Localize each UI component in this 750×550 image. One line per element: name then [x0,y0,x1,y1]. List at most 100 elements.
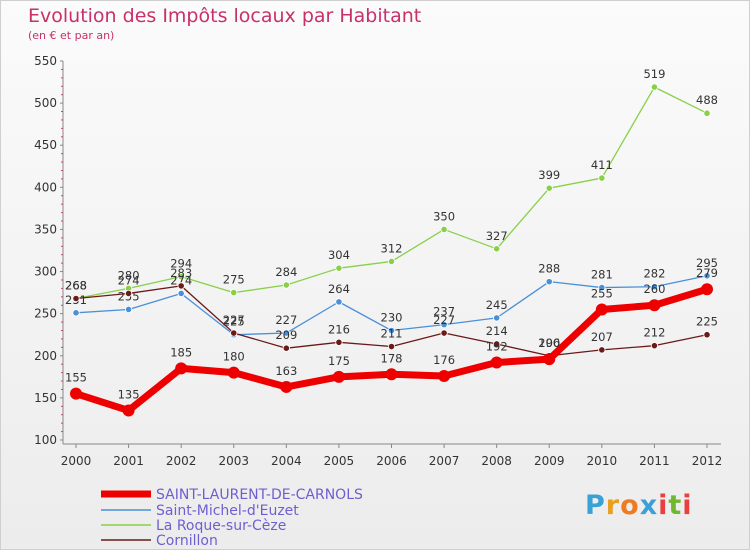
data-point [124,305,133,314]
logo-letter: x [639,490,659,521]
data-label: 279 [696,266,718,280]
logo-letter: P [585,490,606,521]
logo-letter: o [620,490,640,521]
data-label: 227 [433,313,455,327]
data-label: 488 [696,93,718,107]
data-point [332,370,345,383]
data-label: 155 [65,371,87,385]
data-label: 185 [170,345,192,359]
data-point [701,283,713,296]
data-label: 295 [696,256,718,270]
data-label: 280 [118,268,140,282]
data-label: 519 [643,67,665,81]
data-point [122,404,135,417]
data-label: 245 [486,298,508,312]
data-label: 275 [223,273,245,287]
proxiti-logo: Proxiti [585,490,693,521]
data-point [493,340,501,348]
legend-label: Cornillon [156,533,218,549]
y-tick-label: 300 [34,265,57,279]
x-tick-label: 2009 [534,454,565,468]
y-tick-label: 500 [34,96,57,110]
data-point [387,342,396,351]
data-label: 264 [328,282,350,296]
data-point [545,278,553,286]
data-label: 163 [275,364,297,378]
data-point [280,380,293,393]
logo-letter: t [668,490,683,521]
chart-title: Evolution des Impôts locaux par Habitant [28,5,422,27]
data-point [282,344,290,352]
data-label: 196 [538,336,560,350]
data-label: 282 [643,267,665,281]
data-point [385,368,398,381]
data-label: 178 [381,351,403,365]
data-label: 230 [381,311,403,325]
y-tick-label: 450 [34,138,57,152]
data-label: 288 [538,262,560,276]
data-label: 214 [486,324,508,338]
data-label: 260 [643,282,665,296]
data-point [493,245,501,253]
y-tick-label: 100 [34,433,57,447]
data-point [650,342,659,350]
data-label: 207 [591,330,613,344]
x-tick-label: 2000 [61,454,92,468]
data-point [598,283,606,292]
legend-label: SAINT-LAURENT-DE-CARNOLS [156,487,363,503]
data-point [493,314,501,322]
data-label: 200 [538,336,560,350]
legend-label: La Roque-sur-Cèze [156,518,286,534]
y-tick-label: 350 [34,222,57,236]
data-label: 411 [591,158,613,172]
logo-letter: r [605,490,621,521]
data-label: 176 [433,353,455,367]
data-point [490,356,503,369]
data-point [177,273,185,281]
x-tick-label: 2012 [692,454,723,468]
data-label: 283 [170,266,192,280]
data-label: 281 [591,268,613,282]
data-point [703,109,711,117]
data-label: 312 [381,241,403,255]
data-point [598,174,606,182]
y-tick-label: 550 [34,54,57,68]
data-label: 399 [538,168,560,182]
data-point [440,329,448,337]
x-tick-label: 2007 [429,454,460,468]
data-point [387,326,396,335]
data-point [598,346,606,354]
y-tick-label: 150 [34,391,57,405]
data-point [648,299,661,312]
data-point [72,294,80,303]
chart-subtitle: (en € et par an) [28,29,115,42]
x-tick-label: 2005 [324,454,355,468]
data-label: 227 [223,313,245,327]
x-tick-label: 2002 [166,454,197,468]
data-label: 216 [328,322,350,336]
data-point [72,309,80,317]
y-tick-label: 250 [34,307,57,321]
logo-letter: i [682,490,693,521]
data-point [124,289,133,298]
data-point [177,289,185,298]
data-label: 284 [275,265,297,279]
data-label: 327 [486,229,508,243]
data-point [545,184,553,192]
data-point [282,329,290,337]
data-point [595,303,608,316]
data-label: 192 [486,340,508,354]
data-label: 237 [433,305,455,319]
data-label: 211 [381,327,403,341]
data-label: 255 [591,286,613,300]
data-label: 209 [275,328,297,342]
data-point [440,225,448,234]
data-point [70,387,82,400]
x-tick-label: 2006 [376,454,407,468]
data-point [440,321,448,329]
y-tick-label: 200 [34,349,57,363]
x-tick-label: 2004 [271,454,302,468]
data-point [703,272,711,280]
data-label: 212 [643,326,665,340]
